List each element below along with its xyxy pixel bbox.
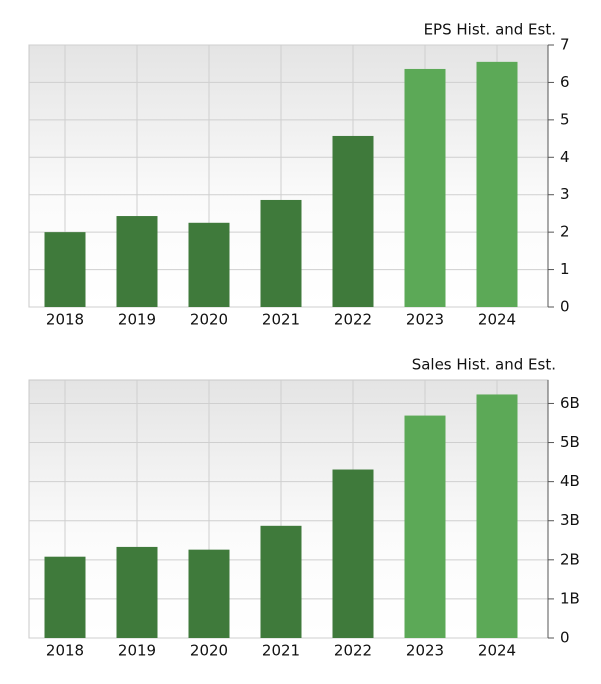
y-tick-label: 5 (560, 110, 570, 128)
y-tick-label: 7 (560, 36, 570, 54)
bar (44, 232, 86, 307)
x-tick-label: 2024 (478, 642, 516, 660)
y-tick-label: 0 (560, 629, 570, 647)
x-tick-label: 2024 (478, 311, 516, 329)
bar (332, 135, 374, 307)
bar (116, 546, 158, 638)
bar (260, 199, 302, 307)
y-tick-label: 2 (560, 223, 570, 241)
y-tick-label: 3B (560, 511, 580, 529)
y-tick-label: 5B (560, 433, 580, 451)
x-tick-label: 2023 (406, 642, 444, 660)
x-tick-label: 2019 (118, 642, 156, 660)
x-tick-label: 2020 (190, 642, 228, 660)
bar (404, 415, 446, 638)
x-tick-label: 2023 (406, 311, 444, 329)
x-tick-label: 2020 (190, 311, 228, 329)
y-tick-label: 6B (560, 394, 580, 412)
y-tick-label: 3 (560, 185, 570, 203)
x-tick-label: 2019 (118, 311, 156, 329)
bar (116, 216, 158, 307)
x-tick-label: 2021 (262, 642, 300, 660)
y-tick-label: 6 (560, 73, 570, 91)
y-tick-label: 4 (560, 148, 570, 166)
y-tick-label: 0 (560, 298, 570, 316)
chart-title: EPS Hist. and Est. (424, 21, 556, 39)
bar (332, 469, 374, 638)
bar (476, 61, 518, 307)
x-tick-label: 2018 (46, 642, 84, 660)
y-tick-label: 2B (560, 550, 580, 568)
chart-title: Sales Hist. and Est. (412, 356, 556, 374)
x-tick-label: 2022 (334, 642, 372, 660)
y-tick-label: 4B (560, 472, 580, 490)
y-tick-label: 1B (560, 589, 580, 607)
x-tick-label: 2022 (334, 311, 372, 329)
bar (260, 525, 302, 638)
x-tick-label: 2021 (262, 311, 300, 329)
bar (476, 394, 518, 638)
x-tick-label: 2018 (46, 311, 84, 329)
bar (404, 68, 446, 307)
bar (44, 556, 86, 638)
y-tick-label: 1 (560, 260, 570, 278)
bar (188, 549, 230, 638)
bar (188, 222, 230, 307)
